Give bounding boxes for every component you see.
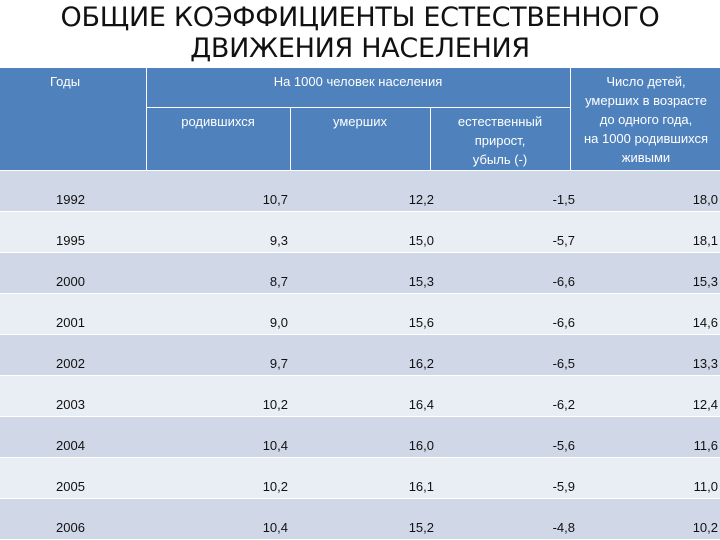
- title-line-2: ДВИЖЕНИЯ НАСЕЛЕНИЯ: [190, 33, 530, 64]
- cell-born: 10,2: [262, 397, 288, 412]
- header-infant-line: Число детей,: [606, 74, 686, 89]
- statistics-table: Годы На 1000 человек населения родившихс…: [0, 68, 720, 540]
- table-row: 2005 10,2 16,1 -5,9 11,0: [0, 457, 720, 498]
- cell-infant: 11,6: [693, 438, 718, 453]
- cell-year: 1992: [56, 192, 85, 207]
- header-divider: [146, 68, 147, 170]
- header-infant-line: на 1000 родившихся: [583, 131, 709, 146]
- cell-born: 10,4: [262, 520, 288, 535]
- header-natural-line: убыль (-): [472, 152, 528, 167]
- header-infant-line: умерших в возрасте: [585, 93, 707, 108]
- table-row: 2004 10,4 16,0 -5,6 11,6: [0, 416, 720, 457]
- page-title: ОБЩИЕ КОЭФФИЦИЕНТЫ ЕСТЕСТВЕННОГО ДВИЖЕНИ…: [0, 0, 720, 68]
- cell-born: 8,7: [269, 274, 288, 289]
- cell-natural: -6,2: [552, 397, 575, 412]
- header-years: Годы: [50, 74, 81, 89]
- title-line-1: ОБЩИЕ КОЭФФИЦИЕНТЫ ЕСТЕСТВЕННОГО: [60, 2, 660, 33]
- cell-infant: 14,6: [692, 315, 718, 330]
- cell-year: 2000: [56, 274, 85, 289]
- header-divider: [570, 68, 571, 170]
- table-row: 2001 9,0 15,6 -6,6 14,6: [0, 293, 720, 334]
- cell-born: 9,3: [269, 233, 288, 248]
- cell-natural: -4,8: [552, 520, 575, 535]
- table-body: 1992 10,7 12,2 -1,5 18,0 1995 9,3 15,0 -…: [0, 170, 720, 539]
- cell-infant: 18,1: [692, 233, 718, 248]
- header-divider: [290, 108, 291, 170]
- cell-died: 16,0: [408, 438, 434, 453]
- header-born: родившихся: [181, 114, 255, 129]
- table-row: 2000 8,7 15,3 -6,6 15,3: [0, 252, 720, 293]
- cell-infant: 11,0: [693, 479, 718, 494]
- cell-infant: 12,4: [692, 397, 718, 412]
- cell-natural: -5,6: [552, 438, 575, 453]
- cell-died: 15,3: [408, 274, 434, 289]
- cell-died: 15,2: [408, 520, 434, 535]
- cell-natural: -6,6: [552, 274, 575, 289]
- cell-born: 10,4: [262, 438, 288, 453]
- header-infant: Число детей, умерших в возрасте до одног…: [572, 72, 720, 167]
- cell-infant: 18,0: [692, 192, 718, 207]
- cell-natural: -5,7: [552, 233, 575, 248]
- header-infant-line: до одного года,: [599, 112, 693, 127]
- cell-born: 10,2: [262, 479, 288, 494]
- cell-born: 9,0: [269, 315, 288, 330]
- cell-died: 16,1: [408, 479, 434, 494]
- cell-born: 9,7: [269, 356, 288, 371]
- cell-infant: 13,3: [692, 356, 718, 371]
- table-row: 2006 10,4 15,2 -4,8 10,2: [0, 498, 720, 539]
- cell-natural: -6,5: [552, 356, 575, 371]
- header-divider: [430, 108, 431, 170]
- table-row: 1992 10,7 12,2 -1,5 18,0: [0, 170, 720, 211]
- cell-year: 2003: [56, 397, 85, 412]
- cell-year: 2006: [56, 520, 85, 535]
- cell-born: 10,7: [262, 192, 288, 207]
- table-header: Годы На 1000 человек населения родившихс…: [0, 68, 720, 170]
- header-natural: естественный прирост, убыль (-): [430, 112, 570, 169]
- cell-year: 1995: [56, 233, 85, 248]
- header-infant-line: живыми: [621, 150, 671, 165]
- cell-infant: 15,3: [692, 274, 718, 289]
- header-natural-line: естественный: [457, 114, 543, 129]
- cell-year: 2004: [56, 438, 85, 453]
- header-per-1000: На 1000 человек населения: [273, 74, 443, 89]
- table-row: 1995 9,3 15,0 -5,7 18,1: [0, 211, 720, 252]
- cell-died: 12,2: [408, 192, 434, 207]
- cell-infant: 10,2: [692, 520, 718, 535]
- cell-died: 16,4: [408, 397, 434, 412]
- header-died: умерших: [333, 114, 387, 129]
- cell-year: 2005: [56, 479, 85, 494]
- cell-died: 16,2: [408, 356, 434, 371]
- header-divider: [146, 107, 570, 108]
- cell-natural: -1,5: [552, 192, 575, 207]
- header-natural-line: прирост,: [474, 133, 526, 148]
- cell-natural: -6,6: [552, 315, 575, 330]
- cell-natural: -5,9: [552, 479, 575, 494]
- cell-died: 15,0: [408, 233, 434, 248]
- table-row: 2003 10,2 16,4 -6,2 12,4: [0, 375, 720, 416]
- cell-year: 2001: [56, 315, 85, 330]
- cell-year: 2002: [56, 356, 85, 371]
- table-row: 2002 9,7 16,2 -6,5 13,3: [0, 334, 720, 375]
- cell-died: 15,6: [408, 315, 434, 330]
